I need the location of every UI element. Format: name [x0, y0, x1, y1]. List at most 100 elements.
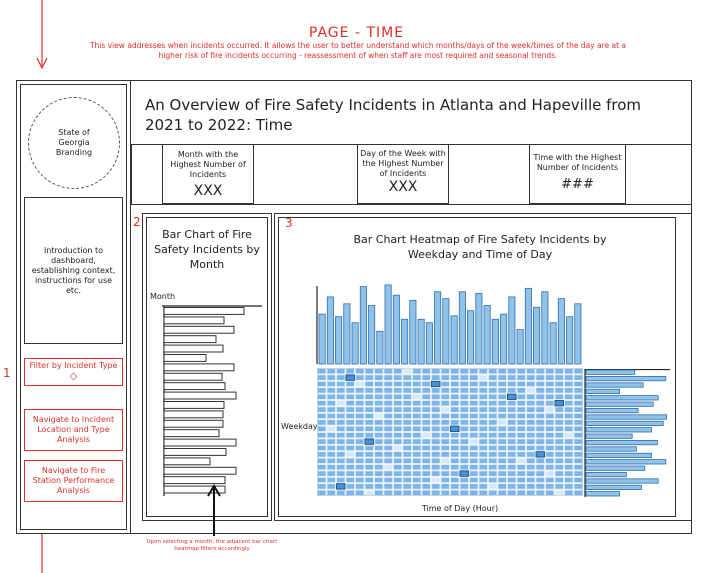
heatmap-cell: [440, 381, 450, 388]
heatmap-cell: [355, 406, 365, 413]
heatmap-cell: [526, 374, 536, 381]
month-chart-title: Bar Chart of Fire Safety Incidents by Mo…: [154, 228, 260, 271]
hour-bar: [458, 291, 466, 365]
heatmap-cell: [393, 374, 403, 381]
heatmap-cell: [440, 412, 450, 419]
heatmap-cell: [507, 400, 517, 407]
heatmap-cell: [554, 412, 564, 419]
heatmap-cell: [535, 477, 545, 484]
heatmap-cell: [516, 406, 526, 413]
hour-bar: [425, 322, 433, 365]
heatmap-cell: [326, 477, 336, 484]
heatmap-cell: [336, 483, 346, 490]
heatmap-cell: [336, 387, 346, 394]
hour-bar: [384, 284, 392, 365]
heatmap-cell: [412, 438, 422, 445]
kpi-label: Month with the Highest Number of Inciden…: [170, 150, 246, 179]
heatmap-cell: [431, 380, 441, 388]
heatmap-cell: [469, 464, 479, 471]
heatmap-cell: [554, 464, 564, 471]
heatmap-cell: [383, 406, 393, 413]
heatmap-cell: [393, 419, 403, 426]
heatmap-cell: [516, 483, 526, 490]
heatmap-cell: [345, 381, 355, 388]
heatmap-cell: [459, 368, 469, 375]
heatmap-cell: [412, 425, 422, 432]
nav-incident-location-button[interactable]: Navigate to Incident Location and Type A…: [24, 409, 123, 451]
heatmap-cell: [478, 419, 488, 426]
heatmap-cell: [478, 445, 488, 452]
heatmap-cell: [564, 368, 574, 375]
heatmap-cell: [317, 483, 327, 490]
heatmap-cell: [383, 400, 393, 407]
heatmap-cell: [393, 438, 403, 445]
heatmap-cell: [478, 374, 488, 381]
heatmap-cell: [326, 406, 336, 413]
filter-incident-type-button[interactable]: Filter by Incident Type ◇: [24, 358, 123, 386]
heatmap-cell: [374, 451, 384, 458]
heatmap-cell: [545, 483, 555, 490]
nav-fire-station-button[interactable]: Navigate to Fire Station Performance Ana…: [24, 460, 123, 502]
heatmap-cell: [431, 368, 441, 375]
heatmap-cell: [431, 470, 441, 477]
month-bar: [163, 363, 235, 372]
heatmap-cell: [431, 438, 441, 445]
heatmap-cell: [421, 412, 431, 419]
heatmap-cell: [450, 419, 460, 426]
heatmap-cell: [478, 400, 488, 407]
heatmap-cell: [355, 470, 365, 477]
heatmap-cell: [374, 489, 384, 496]
heatmap-cell: [364, 406, 374, 413]
hour-bar: [491, 318, 499, 365]
heatmap-cell: [488, 425, 498, 432]
heatmap-cell: [393, 451, 403, 458]
heatmap-cell: [326, 387, 336, 394]
heatmap-cell: [364, 464, 374, 471]
heatmap-cell: [573, 432, 583, 439]
heatmap-cell: [421, 489, 431, 496]
month-bar: [163, 410, 224, 419]
month-bar: [163, 316, 225, 325]
heatmap-cell: [459, 489, 469, 496]
heatmap-cell: [440, 393, 450, 400]
heatmap-cell: [459, 425, 469, 432]
heatmap-chart-title: Bar Chart Heatmap of Fire Safety Inciden…: [353, 233, 607, 262]
heatmap-cell: [326, 457, 336, 464]
heatmap-cell: [421, 387, 431, 394]
heatmap-cell: [450, 432, 460, 439]
heatmap-cell: [355, 387, 365, 394]
heatmap-cell: [554, 425, 564, 432]
annotation-arrow: [207, 484, 221, 536]
heatmap-cell: [421, 419, 431, 426]
heatmap-cell: [459, 470, 469, 477]
heatmap-cell: [554, 489, 564, 496]
heatmap-cell: [317, 457, 327, 464]
heatmap-cell: [355, 412, 365, 419]
heatmap-cell: [469, 489, 479, 496]
heatmap-cell: [336, 445, 346, 452]
heatmap-cell: [526, 393, 536, 400]
heatmap-cell: [440, 432, 450, 439]
time-axis-label: Time of Day (Hour): [421, 504, 499, 513]
heatmap-cell: [317, 445, 327, 452]
heatmap-cell: [554, 438, 564, 445]
heatmap-cell: [326, 438, 336, 445]
heatmap-cell: [554, 393, 564, 400]
heatmap-cell: [516, 400, 526, 407]
heatmap-cell: [402, 387, 412, 394]
heatmap-cell: [564, 393, 574, 400]
heatmap-cell: [469, 445, 479, 452]
heatmap-cell: [469, 425, 479, 432]
heatmap-cell: [336, 457, 346, 464]
heatmap-cell: [393, 400, 403, 407]
heatmap-cell: [412, 470, 422, 477]
heatmap-cell: [383, 381, 393, 388]
heatmap-cell: [355, 483, 365, 490]
weekday-bar: [585, 433, 633, 439]
heatmap-cell: [364, 381, 374, 388]
heatmap-cell: [450, 406, 460, 413]
heatmap-cell: [450, 393, 460, 400]
heatmap-cell: [450, 400, 460, 407]
heatmap-cell: [535, 489, 545, 496]
heatmap-cell: [440, 457, 450, 464]
